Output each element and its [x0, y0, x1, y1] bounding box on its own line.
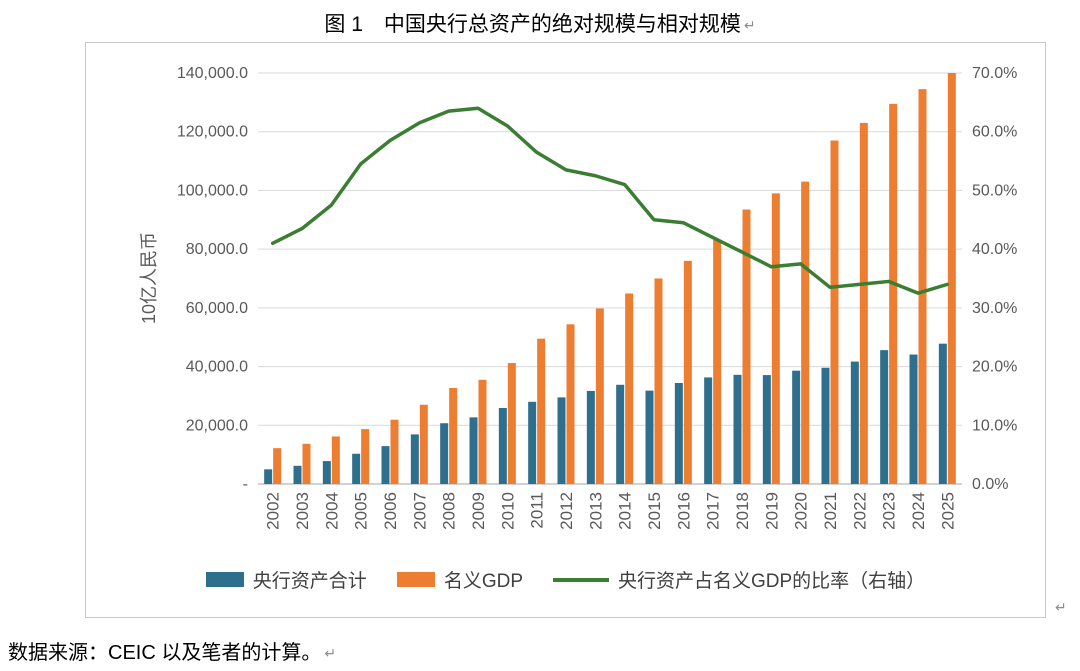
- svg-text:2013: 2013: [586, 492, 605, 530]
- svg-text:2006: 2006: [381, 492, 400, 530]
- svg-text:2016: 2016: [674, 492, 693, 530]
- chart-frame: - 20,000.0 40,000.0 60,000.0 80,000.0 100,000…: [85, 42, 1046, 618]
- svg-text:120,000.0: 120,000.0: [177, 124, 248, 141]
- svg-text:20.0%: 20.0%: [972, 359, 1017, 376]
- paragraph-mark-icon: ↵: [743, 16, 756, 33]
- legend-swatch-bar-teal: [205, 572, 244, 587]
- svg-text:2020: 2020: [792, 492, 811, 530]
- svg-text:2008: 2008: [440, 492, 459, 530]
- svg-text:2010: 2010: [498, 492, 517, 530]
- source-note-text: 数据来源：CEIC 以及笔者的计算。: [8, 642, 322, 664]
- legend-label: 央行资产占名义GDP的比率（右轴）: [618, 571, 926, 592]
- svg-text:60.0%: 60.0%: [972, 124, 1017, 141]
- svg-text:2011: 2011: [528, 492, 547, 529]
- svg-text:2005: 2005: [352, 492, 371, 530]
- svg-text:80,000.0: 80,000.0: [186, 241, 248, 258]
- svg-text:140,000.0: 140,000.0: [177, 65, 248, 82]
- chart-plot-area: - 20,000.0 40,000.0 60,000.0 80,000.0 100,000…: [177, 65, 1018, 530]
- svg-text:2014: 2014: [616, 492, 635, 530]
- svg-text:2023: 2023: [880, 492, 899, 530]
- svg-text:2019: 2019: [762, 492, 781, 530]
- left-axis-title-text: 10亿人民币: [139, 231, 159, 325]
- svg-text:30.0%: 30.0%: [972, 300, 1017, 317]
- chart-legend: 央行资产合计 名义GDP 央行资产占名义GDP的比率（右轴）: [86, 566, 1045, 593]
- legend-item-nominal-gdp: 名义GDP: [396, 566, 523, 593]
- svg-text:2007: 2007: [410, 492, 429, 530]
- svg-text:40.0%: 40.0%: [972, 241, 1017, 258]
- legend-label: 名义GDP: [443, 571, 523, 592]
- paragraph-mark-icon: ↵: [1055, 599, 1067, 615]
- paragraph-mark-icon: ↵: [324, 645, 337, 662]
- source-note: 数据来源：CEIC 以及笔者的计算。 ↵: [8, 636, 336, 665]
- legend-swatch-bar-orange: [396, 572, 435, 587]
- svg-text:2015: 2015: [645, 492, 664, 530]
- chart-title: 图 1 中国央行总资产的绝对规模与相对规模 ↵: [0, 8, 1080, 38]
- svg-text:60,000.0: 60,000.0: [186, 300, 248, 317]
- svg-text:2025: 2025: [938, 492, 957, 530]
- svg-text:2012: 2012: [557, 492, 576, 530]
- legend-label: 央行资产合计: [252, 571, 367, 592]
- svg-text:2009: 2009: [469, 492, 488, 530]
- svg-text:70.0%: 70.0%: [972, 65, 1017, 82]
- legend-swatch-line-green: [553, 577, 609, 582]
- svg-text:10.0%: 10.0%: [972, 417, 1017, 434]
- svg-text:20,000.0: 20,000.0: [186, 417, 248, 434]
- svg-text:2022: 2022: [850, 492, 869, 530]
- legend-item-central-bank-assets: 央行资产合计: [205, 566, 367, 593]
- svg-text:-: -: [243, 476, 248, 493]
- svg-text:40,000.0: 40,000.0: [186, 359, 248, 376]
- left-axis-title: 10亿人民币: [135, 232, 161, 324]
- svg-text:2002: 2002: [264, 492, 283, 530]
- svg-text:100,000.0: 100,000.0: [177, 182, 248, 199]
- svg-text:50.0%: 50.0%: [972, 182, 1017, 199]
- svg-text:2018: 2018: [733, 492, 752, 530]
- chart-title-text: 图 1 中国央行总资产的绝对规模与相对规模: [324, 13, 741, 36]
- legend-item-ratio-line: 央行资产占名义GDP的比率（右轴）: [553, 566, 925, 593]
- svg-text:2004: 2004: [322, 492, 341, 530]
- svg-text:2021: 2021: [821, 492, 840, 530]
- svg-text:0.0%: 0.0%: [972, 476, 1008, 493]
- svg-text:2003: 2003: [293, 492, 312, 530]
- svg-text:2024: 2024: [909, 492, 928, 530]
- svg-text:2017: 2017: [704, 492, 723, 530]
